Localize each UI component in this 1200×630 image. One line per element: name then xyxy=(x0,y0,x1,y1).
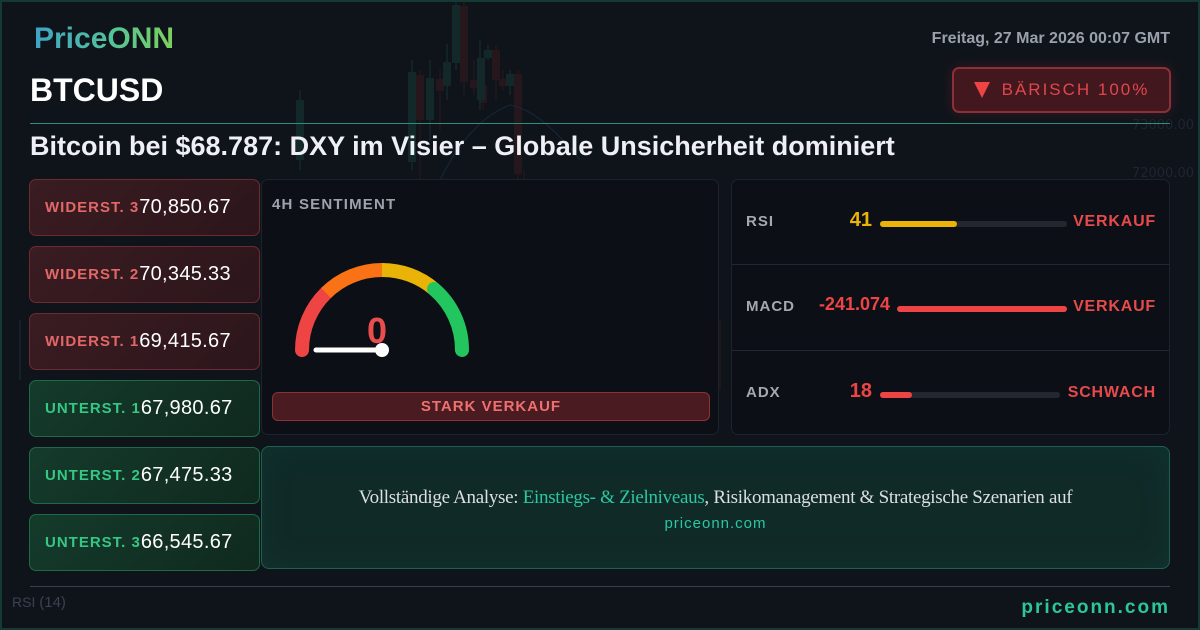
level-label: UNTERST. 2 xyxy=(45,467,141,484)
price-levels-list: WIDERST. 3 70,850.67 WIDERST. 2 70,345.3… xyxy=(29,179,260,581)
indicator-name: RSI xyxy=(746,213,775,230)
sentiment-label: STARK VERKAUF xyxy=(272,392,710,421)
level-label: UNTERST. 1 xyxy=(45,400,141,417)
indicator-signal: VERKAUF xyxy=(1073,298,1156,316)
indicator-signal: SCHWACH xyxy=(1067,383,1156,401)
level-value: 66,545.67 xyxy=(140,531,233,553)
sentiment-title: 4H SENTIMENT xyxy=(272,196,397,213)
indicator-value: -241.074 xyxy=(818,294,890,315)
header-divider xyxy=(30,123,1170,124)
support-level-2: UNTERST. 2 67,475.33 xyxy=(29,447,260,504)
level-label: WIDERST. 3 xyxy=(45,199,140,216)
footer-divider xyxy=(30,586,1170,587)
resistance-level-1: WIDERST. 1 69,415.67 xyxy=(29,313,260,370)
symbol-title: BTCUSD xyxy=(30,72,164,108)
indicator-bar xyxy=(880,391,1060,398)
rsi-ghost-label: RSI xyxy=(12,594,36,610)
timestamp: Freitag, 27 Mar 2026 00:07 GMT xyxy=(931,30,1170,47)
indicator-bar-fill xyxy=(897,306,1067,313)
indicator-bar xyxy=(897,306,1067,313)
cta-prefix: Vollständige Analyse: xyxy=(358,487,523,508)
indicator-bar-fill xyxy=(880,221,957,227)
resistance-level-3: WIDERST. 3 70,850.67 xyxy=(29,179,260,236)
resistance-level-2: WIDERST. 2 70,345.33 xyxy=(29,246,260,303)
level-value: 70,850.67 xyxy=(139,196,231,218)
support-level-3: UNTERST. 3 66,545.67 xyxy=(29,514,260,571)
indicator-value: 18 xyxy=(849,379,872,402)
cta-link[interactable]: priceonn.com xyxy=(664,515,767,532)
cta-highlight: Einstiegs- & Zielniveaus xyxy=(522,487,705,508)
headline: Bitcoin bei $68.787: DXY im Visier – Glo… xyxy=(30,131,895,161)
indicator-row-macd: MACD -241.074 VERKAUF xyxy=(732,265,1169,351)
level-value: 67,475.33 xyxy=(140,464,233,486)
support-level-1: UNTERST. 1 67,980.67 xyxy=(29,380,260,437)
footer-url-link[interactable]: priceonn.com xyxy=(1021,597,1170,618)
level-value: 69,415.67 xyxy=(139,330,231,352)
level-label: UNTERST. 3 xyxy=(45,534,141,551)
indicator-signal: VERKAUF xyxy=(1073,213,1156,230)
triangle-down-icon xyxy=(973,82,990,98)
level-value: 70,345.33 xyxy=(139,263,231,285)
rsi-ghost-period: (14) xyxy=(39,594,66,611)
indicator-row-rsi: RSI 41 VERKAUF xyxy=(732,180,1169,266)
cta-text: Vollständige Analyse: Einstiegs- & Zieln… xyxy=(262,487,1169,509)
indicators-panel: RSI 41 VERKAUF MACD -241.074 VERKAUF ADX… xyxy=(731,179,1170,435)
bearish-sentiment-badge: BÄRISCH 100% xyxy=(952,67,1171,113)
indicator-bar xyxy=(880,221,1067,227)
price-axis-label: 73000.00 xyxy=(1131,118,1194,133)
indicator-row-adx: ADX 18 SCHWACH xyxy=(732,351,1169,436)
indicator-name: ADX xyxy=(746,383,781,401)
background-rsi-label: RSI (14) xyxy=(12,594,66,611)
indicator-name: MACD xyxy=(746,298,795,316)
indicator-value: 41 xyxy=(849,209,872,231)
level-label: WIDERST. 1 xyxy=(45,333,140,350)
cta-suffix: , Risikomanagement & Strategische Szenar… xyxy=(704,487,1073,508)
level-value: 67,980.67 xyxy=(140,397,233,419)
sentiment-gauge-icon xyxy=(295,262,470,357)
sentiment-score: 0 xyxy=(367,310,388,351)
sentiment-panel: 4H SENTIMENT 0 STARK VERKAUF xyxy=(261,179,719,435)
brand-logo: PriceONN xyxy=(34,22,175,55)
level-label: WIDERST. 2 xyxy=(45,266,140,283)
price-axis-label: 72000.00 xyxy=(1131,166,1194,181)
indicator-bar-fill xyxy=(880,391,913,398)
badge-label: BÄRISCH 100% xyxy=(1001,80,1150,99)
full-analysis-cta[interactable]: Vollständige Analyse: Einstiegs- & Zieln… xyxy=(261,446,1170,569)
